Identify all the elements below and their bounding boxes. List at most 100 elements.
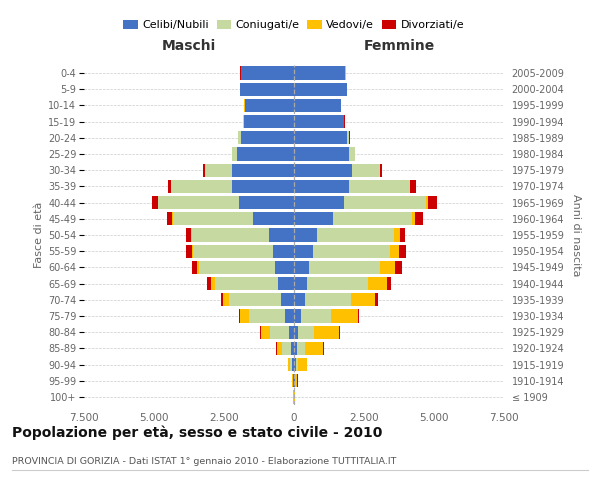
Bar [415,212,423,226]
Bar [294,310,301,322]
Bar [191,228,269,241]
Bar [203,164,205,177]
Bar [192,244,193,258]
Bar [223,293,229,306]
Bar [277,342,282,355]
Bar [294,148,349,160]
Bar [368,277,386,290]
Bar [294,228,317,241]
Bar [292,358,294,371]
Bar [215,277,278,290]
Bar [309,260,380,274]
Bar [294,358,296,371]
Bar [358,310,359,322]
Bar [305,342,323,355]
Bar [313,244,390,258]
Bar [317,228,394,241]
Bar [158,196,239,209]
Bar [314,326,339,339]
Bar [281,293,294,306]
Bar [239,310,248,322]
Bar [282,342,291,355]
Bar [167,212,172,226]
Bar [428,196,437,209]
Bar [380,260,395,274]
Bar [294,244,313,258]
Bar [294,196,344,209]
Bar [400,228,405,241]
Bar [240,82,294,96]
Bar [294,374,295,388]
Bar [239,196,294,209]
Bar [294,164,352,177]
Bar [339,326,340,339]
Bar [197,260,199,274]
Bar [260,326,270,339]
Bar [187,228,191,241]
Bar [294,115,344,128]
Bar [229,293,281,306]
Bar [331,310,358,322]
Bar [294,66,345,80]
Bar [305,293,351,306]
Bar [289,326,294,339]
Bar [211,277,215,290]
Bar [296,358,298,371]
Bar [294,342,297,355]
Bar [273,244,294,258]
Bar [412,212,415,226]
Text: Maschi: Maschi [162,39,216,53]
Bar [270,326,289,339]
Text: Popolazione per età, sesso e stato civile - 2010: Popolazione per età, sesso e stato civil… [12,426,382,440]
Bar [291,342,294,355]
Text: Femmine: Femmine [364,39,434,53]
Text: PROVINCIA DI GORIZIA - Dati ISTAT 1° gennaio 2010 - Elaborazione TUTTITALIA.IT: PROVINCIA DI GORIZIA - Dati ISTAT 1° gen… [12,457,397,466]
Bar [253,212,294,226]
Bar [238,148,294,160]
Bar [295,374,298,388]
Bar [332,212,412,226]
Bar [307,277,368,290]
Bar [352,164,380,177]
Bar [290,358,292,371]
Bar [199,260,275,274]
Legend: Celibi/Nubili, Coniugati/e, Vedovi/e, Divorziati/e: Celibi/Nubili, Coniugati/e, Vedovi/e, Di… [121,18,467,32]
Bar [241,131,294,144]
Bar [241,66,294,80]
Bar [386,277,391,290]
Bar [207,277,211,290]
Bar [232,164,294,177]
Bar [294,293,305,306]
Bar [269,228,294,241]
Bar [349,148,355,160]
Bar [390,244,399,258]
Bar [294,99,341,112]
Bar [297,342,305,355]
Bar [351,293,375,306]
Bar [294,131,347,144]
Bar [288,358,290,371]
Y-axis label: Fasce di età: Fasce di età [34,202,44,268]
Bar [294,277,307,290]
Bar [193,244,273,258]
Bar [294,326,298,339]
Bar [395,260,402,274]
Bar [285,310,294,322]
Bar [294,180,349,193]
Bar [191,260,197,274]
Bar [298,358,307,371]
Bar [221,293,223,306]
Bar [294,260,309,274]
Bar [248,310,285,322]
Bar [238,131,241,144]
Bar [301,310,331,322]
Bar [275,260,294,274]
Bar [344,196,427,209]
Bar [152,196,158,209]
Bar [168,180,171,193]
Bar [294,82,347,96]
Bar [187,244,192,258]
Bar [349,180,410,193]
Bar [293,374,294,388]
Bar [244,115,294,128]
